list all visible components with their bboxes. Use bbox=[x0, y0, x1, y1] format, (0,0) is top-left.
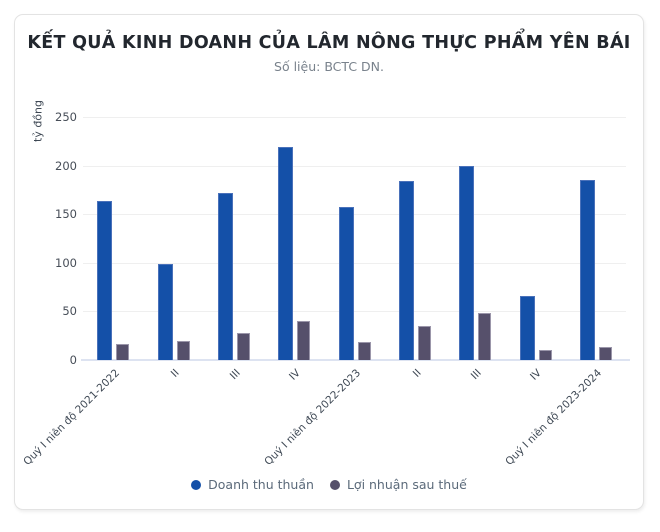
bar-loi-nhuan-sau-thue[interactable] bbox=[236, 332, 250, 360]
chart-title: KẾT QUẢ KINH DOANH CỦA LÂM NÔNG THỰC PHẨ… bbox=[27, 33, 631, 53]
bar-doanh-thu-thuan[interactable] bbox=[278, 147, 294, 360]
bar-doanh-thu-thuan[interactable] bbox=[157, 263, 173, 360]
x-tick-label: III bbox=[227, 367, 243, 383]
legend-dot-icon bbox=[329, 479, 340, 490]
x-tick-label: IV bbox=[286, 367, 303, 383]
bar-doanh-thu-thuan[interactable] bbox=[579, 180, 595, 360]
bar-loi-nhuan-sau-thue[interactable] bbox=[598, 347, 612, 360]
legend-dot-icon bbox=[191, 479, 202, 490]
legend: Doanh thu thuần Lợi nhuận sau thuế bbox=[15, 477, 643, 492]
bar-loi-nhuan-sau-thue[interactable] bbox=[357, 341, 371, 360]
gridline bbox=[83, 214, 626, 216]
bar-loi-nhuan-sau-thue[interactable] bbox=[538, 350, 552, 360]
x-tick-label: Quý I niên độ 2023-2024 bbox=[503, 367, 605, 468]
chart-card: KẾT QUẢ KINH DOANH CỦA LÂM NÔNG THỰC PHẨ… bbox=[14, 14, 644, 510]
bar-loi-nhuan-sau-thue[interactable] bbox=[116, 344, 130, 360]
x-tick-label: II bbox=[410, 367, 424, 380]
legend-label: Doanh thu thuần bbox=[208, 477, 314, 492]
plot-area: 0 50 100 150 200 250 bbox=[55, 110, 630, 367]
bar-doanh-thu-thuan[interactable] bbox=[97, 200, 113, 360]
legend-item-doanh-thu-thuan[interactable]: Doanh thu thuần bbox=[191, 477, 314, 492]
bar-loi-nhuan-sau-thue[interactable] bbox=[417, 325, 431, 360]
x-axis-line bbox=[81, 359, 630, 361]
bar-doanh-thu-thuan[interactable] bbox=[338, 207, 354, 360]
gridline bbox=[83, 117, 626, 118]
gridline bbox=[83, 311, 626, 313]
y-tick-label: 50 bbox=[62, 304, 77, 319]
bar-doanh-thu-thuan[interactable] bbox=[217, 192, 233, 360]
x-tick-label: II bbox=[169, 367, 182, 380]
bar-loi-nhuan-sau-thue[interactable] bbox=[478, 313, 492, 360]
y-tick-label: 150 bbox=[55, 207, 77, 222]
gridline bbox=[83, 165, 626, 167]
x-tick-label: III bbox=[468, 367, 484, 383]
bar-doanh-thu-thuan[interactable] bbox=[519, 295, 535, 360]
legend-item-loi-nhuan-sau-thue[interactable]: Lợi nhuận sau thuế bbox=[329, 477, 467, 492]
legend-label: Lợi nhuận sau thuế bbox=[346, 477, 467, 492]
bar-doanh-thu-thuan[interactable] bbox=[459, 165, 475, 360]
x-tick-label: Quý I niên độ 2021-2022 bbox=[20, 367, 122, 468]
bar-loi-nhuan-sau-thue[interactable] bbox=[297, 321, 311, 360]
gridline bbox=[83, 262, 626, 264]
x-tick-label: IV bbox=[528, 367, 544, 383]
y-tick-label: 0 bbox=[69, 353, 77, 367]
bar-doanh-thu-thuan[interactable] bbox=[398, 181, 414, 360]
y-tick-label: 100 bbox=[55, 255, 77, 270]
x-tick-label: Quý I niên độ 2022-2023 bbox=[262, 367, 363, 468]
bar-loi-nhuan-sau-thue[interactable] bbox=[176, 340, 190, 360]
y-tick-label: 200 bbox=[55, 158, 77, 173]
chart-subtitle: Số liệu: BCTC DN. bbox=[274, 59, 384, 74]
y-tick-label: 250 bbox=[55, 110, 77, 124]
